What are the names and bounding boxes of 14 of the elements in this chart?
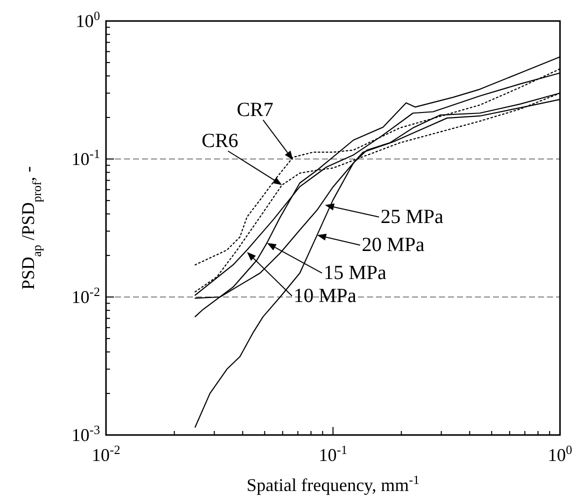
y-tick-label: 10$^{-1}$ [72, 147, 100, 169]
y-tick-label: 10$^{-3}$ [72, 423, 100, 445]
annotation: 10 MPa [294, 284, 357, 307]
annotation: 20 MPa [362, 234, 425, 256]
x-tick-label: 10$^{-2}$ [92, 443, 120, 465]
annotation: CR6 [202, 130, 238, 152]
annotation: CR7 [236, 98, 274, 121]
annotation: 15 MPa [324, 262, 387, 284]
y-tick-label: 10$^{0}$ [76, 9, 100, 31]
x-tick-label: 10$^{0}$ [548, 443, 572, 465]
y-tick-label: 10$^{-2}$ [72, 285, 100, 307]
annotation: 25 MPa [380, 206, 444, 228]
x-axis-title: Spatial frequency, mm$^{-1}$ [246, 473, 420, 495]
x-tick-label: 10$^{-1}$ [318, 443, 348, 465]
